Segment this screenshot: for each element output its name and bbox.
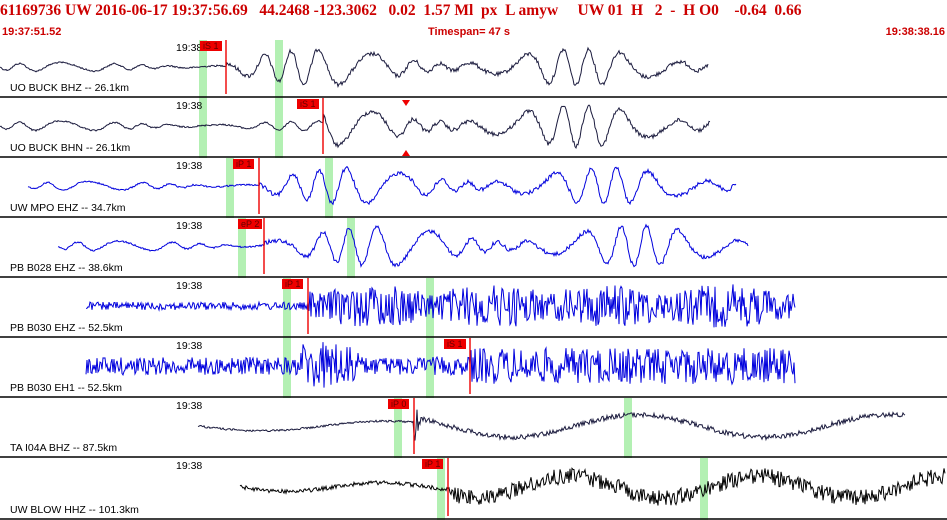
waveform-trace	[85, 342, 796, 388]
channel-panel[interactable]: 19:38 eP 2 PB B028 EHZ -- 38.6km	[0, 218, 947, 278]
waveform-trace	[85, 284, 796, 328]
time-tick-label: 19:38	[176, 460, 203, 472]
analysis-window	[394, 398, 402, 458]
analysis-window	[226, 158, 234, 218]
time-range-bar: 19:37:51.52 Timespan= 47 s 19:38:38.16	[0, 26, 947, 40]
pick-flag[interactable]: iS 1	[297, 99, 319, 109]
channel-label: UW BLOW HHZ -- 101.3km	[10, 504, 139, 516]
channel-panel[interactable]: 19:38 iP 1 UW BLOW HHZ -- 101.3km	[0, 458, 947, 520]
pick-flag[interactable]: iS 1	[200, 41, 222, 51]
waveform-trace	[27, 165, 737, 206]
pick-flag[interactable]: iP 0	[388, 399, 410, 409]
time-tick-label: 19:38	[176, 280, 203, 292]
channel-label: TA I04A BHZ -- 87.5km	[10, 442, 118, 454]
analysis-window	[426, 278, 434, 338]
time-tick-label: 19:38	[176, 100, 203, 112]
analysis-window	[700, 458, 708, 520]
waveform-trace	[197, 409, 906, 442]
channel-panel[interactable]: 19:38 iS 1 UO BUCK BHN -- 26.1km	[0, 98, 947, 158]
channel-panel[interactable]: 19:38 iP 1 UW MPO EHZ -- 34.7km	[0, 158, 947, 218]
time-tick-label: 19:38	[176, 160, 203, 172]
time-tick-label: 19:38	[176, 400, 203, 412]
pick-flag[interactable]: iS 1	[444, 339, 466, 349]
analysis-window	[624, 398, 632, 458]
pick-flag[interactable]: eP 2	[238, 219, 263, 229]
analysis-window	[426, 338, 434, 398]
channel-label: UO BUCK BHN -- 26.1km	[10, 142, 131, 154]
time-tick-label: 19:38	[176, 340, 203, 352]
analysis-window	[275, 40, 283, 98]
analysis-window	[275, 98, 283, 158]
analysis-window	[199, 98, 207, 158]
channel-panel[interactable]: 19:38 iP 0 TA I04A BHZ -- 87.5km	[0, 398, 947, 458]
waveform-trace	[57, 223, 749, 268]
pick-flag[interactable]: iP 1	[282, 279, 304, 289]
pick-flag[interactable]: iP 1	[233, 159, 255, 169]
analysis-window	[199, 40, 207, 98]
analysis-window	[238, 218, 246, 278]
end-time: 19:38:38.16	[885, 26, 945, 38]
event-title: 61169736 UW 2016-06-17 19:37:56.69 44.24…	[0, 2, 802, 19]
pick-flag[interactable]: iP 1	[422, 459, 444, 469]
waveform-trace	[0, 104, 711, 149]
waveform-trace	[239, 467, 946, 506]
time-tick-label: 19:38	[176, 42, 203, 54]
analysis-window	[325, 158, 333, 218]
waveform-trace	[0, 46, 709, 88]
channel-panel[interactable]: 19:38 iS 1 UO BUCK BHZ -- 26.1km	[0, 40, 947, 98]
time-tick-label: 19:38	[176, 220, 203, 232]
channel-panel[interactable]: 19:38 iP 1 PB B030 EHZ -- 52.5km	[0, 278, 947, 338]
channel-panel[interactable]: 19:38 iS 1 PB B030 EH1 -- 52.5km	[0, 338, 947, 398]
channel-label: PB B030 EHZ -- 52.5km	[10, 322, 123, 334]
seismogram-panels: 19:38 iS 1 UO BUCK BHZ -- 26.1km 19:38 i…	[0, 40, 947, 520]
channel-label: PB B028 EHZ -- 38.6km	[10, 262, 123, 274]
analysis-window	[437, 458, 445, 520]
event-header: 61169736 UW 2016-06-17 19:37:56.69 44.24…	[0, 0, 947, 26]
amplitude-marker	[402, 150, 410, 156]
channel-label: UO BUCK BHZ -- 26.1km	[10, 82, 130, 94]
channel-label: UW MPO EHZ -- 34.7km	[10, 202, 126, 214]
channel-label: PB B030 EH1 -- 52.5km	[10, 382, 123, 394]
amplitude-marker	[402, 100, 410, 106]
start-time: 19:37:51.52	[2, 26, 62, 38]
timespan: Timespan= 47 s	[428, 26, 511, 38]
analysis-window	[347, 218, 355, 278]
